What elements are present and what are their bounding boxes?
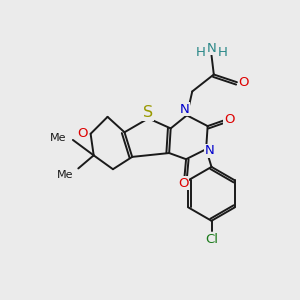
Text: H: H [217, 46, 227, 59]
Text: Me: Me [57, 169, 74, 180]
Text: O: O [78, 127, 88, 140]
Text: O: O [224, 113, 235, 126]
Text: N: N [207, 42, 216, 55]
Text: Me: Me [50, 133, 67, 142]
Text: N: N [205, 144, 215, 157]
Text: O: O [178, 177, 188, 190]
Text: S: S [143, 105, 153, 120]
Text: H: H [196, 46, 206, 59]
Text: O: O [238, 76, 249, 89]
Text: N: N [180, 103, 189, 116]
Text: Cl: Cl [205, 233, 218, 246]
